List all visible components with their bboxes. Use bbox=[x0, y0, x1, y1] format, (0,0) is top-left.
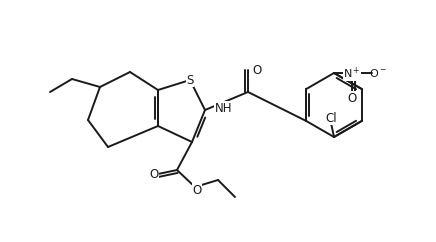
Text: O: O bbox=[252, 63, 262, 76]
Text: O: O bbox=[192, 183, 201, 197]
Text: O$^-$: O$^-$ bbox=[369, 67, 387, 79]
Text: N$^+$: N$^+$ bbox=[343, 65, 361, 81]
Text: S: S bbox=[186, 74, 194, 86]
Text: O: O bbox=[150, 167, 159, 181]
Text: Cl: Cl bbox=[325, 112, 337, 124]
Text: NH: NH bbox=[215, 101, 232, 114]
Text: O: O bbox=[347, 91, 357, 105]
